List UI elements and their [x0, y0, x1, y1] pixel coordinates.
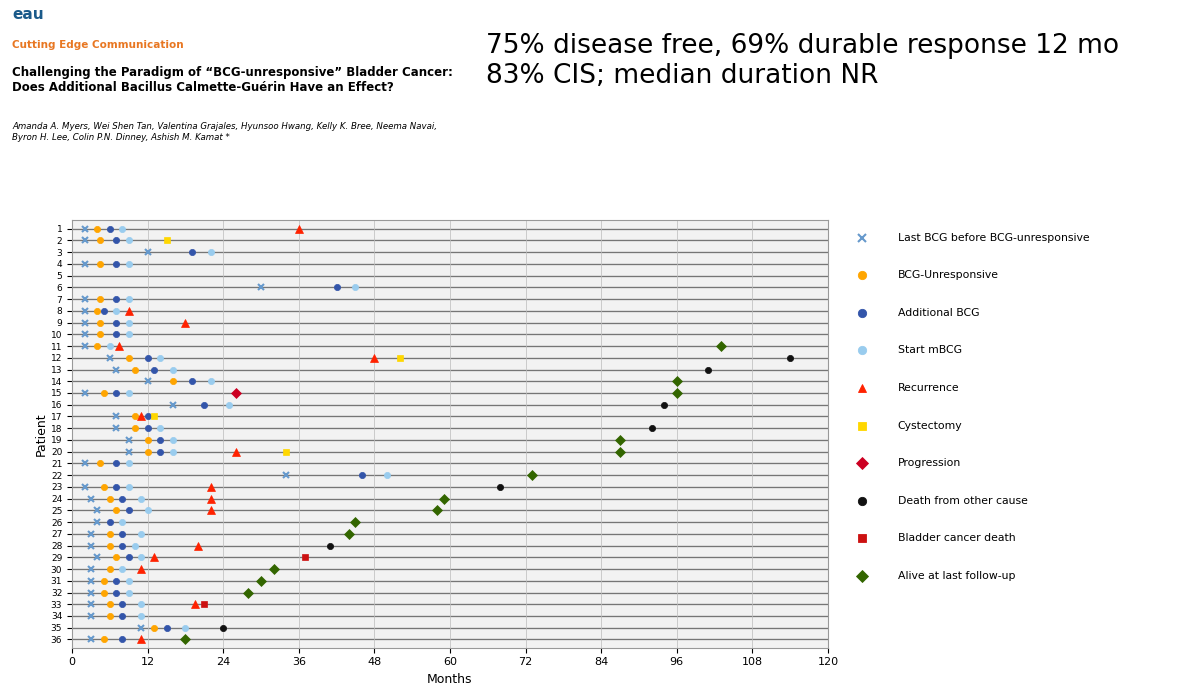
Text: Cystectomy: Cystectomy — [898, 420, 962, 431]
Text: Start mBCG: Start mBCG — [898, 345, 961, 356]
Text: Amanda A. Myers, Wei Shen Tan, Valentina Grajales, Hyunsoo Hwang, Kelly K. Bree,: Amanda A. Myers, Wei Shen Tan, Valentina… — [12, 122, 437, 142]
Text: eau: eau — [12, 7, 43, 22]
Text: Cutting Edge Communication: Cutting Edge Communication — [12, 41, 184, 50]
Text: 75% disease free, 69% durable response 12 mo
83% CIS; median duration NR: 75% disease free, 69% durable response 1… — [486, 33, 1118, 89]
Text: Challenging the Paradigm of “BCG-unresponsive” Bladder Cancer:
Does Additional B: Challenging the Paradigm of “BCG-unrespo… — [12, 66, 452, 94]
Text: Alive at last follow-up: Alive at last follow-up — [898, 571, 1015, 581]
Y-axis label: Patient: Patient — [35, 412, 48, 456]
Text: Bladder cancer death: Bladder cancer death — [898, 533, 1015, 544]
Text: Recurrence: Recurrence — [898, 383, 959, 393]
Text: Death from other cause: Death from other cause — [898, 495, 1027, 506]
X-axis label: Months: Months — [427, 673, 473, 686]
Text: Last BCG before BCG-unresponsive: Last BCG before BCG-unresponsive — [898, 233, 1090, 243]
Text: Progression: Progression — [898, 458, 961, 468]
Text: BCG-Unresponsive: BCG-Unresponsive — [898, 270, 998, 280]
Text: Additional BCG: Additional BCG — [898, 308, 979, 318]
